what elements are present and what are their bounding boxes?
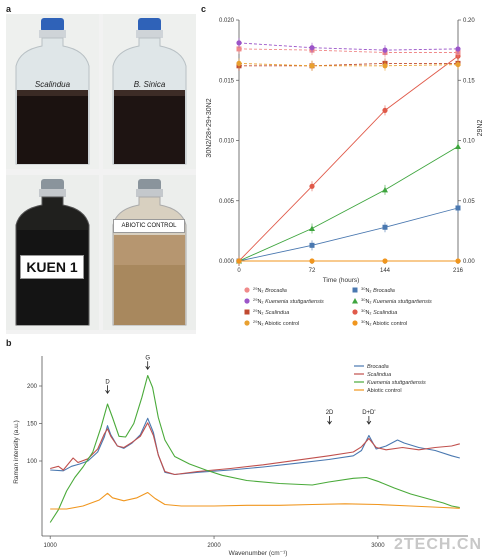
vial-label-scalindua: Scalindua xyxy=(34,80,71,89)
chart-b-y-tick-label: 200 xyxy=(27,384,38,390)
chart-c-data-point xyxy=(309,45,315,51)
chart-c-data-point xyxy=(455,205,461,211)
chart-c-right-tick-label: 0.10 xyxy=(463,139,475,145)
chart-b-annotation-label: 2D xyxy=(326,410,334,416)
chart-b-annotation-arrow xyxy=(145,361,151,370)
chart-b-legend-entry: Kuenenia stuttgartiensis xyxy=(367,380,426,386)
chart-c-legend-entry: 29N₂ Brocadia xyxy=(253,286,287,294)
chart-c-legend-entry: 30N₂ Kuenenia stuttgartiensis xyxy=(361,297,432,305)
chart-c-series-line xyxy=(238,62,459,67)
chart-c-legend-marker xyxy=(352,309,358,315)
chart-c-series-line xyxy=(238,48,458,53)
chart-c-data-point xyxy=(236,60,242,66)
chart-c-legend-entry: 29N₂ Kuenenia stuttgartiensis xyxy=(253,297,324,305)
chart-b-annotation-label: G xyxy=(145,355,150,361)
chart-c-legend-marker xyxy=(352,287,358,293)
chart-b-annotation-label: D xyxy=(105,379,110,385)
chart-c-legend-marker xyxy=(352,298,358,304)
chart-c-legend-entry: 30N₂ Abiotic control xyxy=(361,319,407,327)
photo-vial-2: B. Sinica xyxy=(103,14,196,169)
chart-b-x-axis-label: Wavenumber (cm⁻¹) xyxy=(229,550,288,557)
chart-c-series-line xyxy=(238,55,459,262)
chart-b-series-line xyxy=(50,422,460,476)
photo-vial-3: KUEN 1 xyxy=(6,175,99,330)
chart-b-annotation-arrow xyxy=(327,416,332,425)
chart-c-legend-entry: 30N₂ Scalindua xyxy=(361,308,397,316)
chart-raman-spectra: Raman intensity (a.u.) Wavenumber (cm⁻¹)… xyxy=(13,355,468,557)
chart-c-legend-entry: 29N₂ Abiotic control xyxy=(253,319,299,327)
watermark: 2TECH.CN xyxy=(393,536,482,553)
chart-c-data-point xyxy=(309,258,315,264)
chart-c-data-point xyxy=(455,46,461,52)
chart-b-y-axis-label: Raman intensity (a.u.) xyxy=(13,420,20,484)
panel-label-b: b xyxy=(6,338,12,348)
chart-c-legend-marker xyxy=(244,309,250,315)
chart-c-data-point xyxy=(309,242,315,248)
chart-b-y-tick-label: 100 xyxy=(27,459,38,465)
chart-n2-isotopes: 30N2/28+29+30N2 29N2 Time (hours) 0.0000… xyxy=(206,18,484,327)
chart-c-x-tick-label: 216 xyxy=(453,268,464,274)
chart-c-series-line xyxy=(238,207,459,262)
chart-c-data-point xyxy=(382,258,388,264)
chart-c-legend-marker xyxy=(352,320,358,326)
chart-c-right-tick-label: 0.05 xyxy=(463,199,475,205)
chart-c-data-point xyxy=(382,224,388,230)
chart-c-data-point xyxy=(382,186,388,193)
chart-c-legend-entry: 30N₂ Brocadia xyxy=(361,286,395,294)
chart-c-left-axis-label: 30N2/28+29+30N2 xyxy=(206,98,213,157)
chart-c-right-axis-label: 29N2 xyxy=(477,120,484,137)
chart-c-left-tick-label: 0.010 xyxy=(219,139,235,145)
chart-b-x-tick-label: 2000 xyxy=(207,543,221,549)
chart-b-x-tick-label: 3000 xyxy=(371,543,385,549)
panel-label-a: a xyxy=(6,4,12,14)
chart-b-series-line xyxy=(49,374,460,523)
chart-c-x-tick-label: 72 xyxy=(309,268,316,274)
chart-c-left-tick-label: 0.020 xyxy=(219,18,235,24)
chart-c-data-point xyxy=(455,143,461,150)
chart-c-right-tick-label: 0.15 xyxy=(463,78,475,84)
chart-c-legend-marker xyxy=(244,320,250,326)
chart-b-x-tick-label: 1000 xyxy=(44,543,58,549)
chart-c-data-point xyxy=(455,61,461,68)
chart-b-annotation-arrow xyxy=(366,416,372,425)
chart-b-legend-entry: Brocadia xyxy=(367,364,389,370)
panel-label-c: c xyxy=(201,4,207,14)
chart-c-left-tick-label: 0.005 xyxy=(219,199,235,205)
chart-c-data-point xyxy=(455,258,461,264)
chart-c-data-point xyxy=(382,63,388,69)
chart-c-series-line xyxy=(239,62,458,67)
vial-photographs: Scalindua B. Sinica KUEN 1 xyxy=(6,14,196,334)
chart-c-legend-marker xyxy=(244,287,250,293)
photo-vial-1: Scalindua xyxy=(6,14,99,169)
chart-b-annotation-arrow xyxy=(105,385,110,394)
chart-c-data-point xyxy=(382,107,388,113)
chart-c-x-axis-label: Time (hours) xyxy=(323,277,360,284)
chart-c-x-tick-label: 0 xyxy=(237,268,241,274)
chart-c-legend-entry: 29N₂ Scalindua xyxy=(253,308,289,316)
chart-c-data-point xyxy=(309,225,315,231)
chart-c-data-point xyxy=(236,46,242,52)
vial-card-abiotic-control: ABIOTIC CONTROL xyxy=(113,219,185,233)
chart-c-right-tick-label: 0.00 xyxy=(463,259,475,265)
photo-vial-4: ABIOTIC CONTROL xyxy=(103,175,196,330)
chart-b-series-line xyxy=(50,491,460,510)
chart-c-series-line xyxy=(238,146,459,262)
chart-c-right-tick-label: 0.20 xyxy=(463,18,475,24)
chart-c-data-point xyxy=(309,183,315,189)
chart-b-legend-entry: Abiotic control xyxy=(367,388,402,394)
chart-c-data-point xyxy=(236,40,242,46)
chart-c-series-line xyxy=(238,42,459,51)
chart-c-data-point xyxy=(309,63,315,69)
chart-c-data-point xyxy=(236,258,242,264)
chart-b-annotation-label: D+D' xyxy=(362,410,375,416)
chart-b-y-tick-label: 150 xyxy=(27,422,38,428)
chart-c-legend-marker xyxy=(244,298,250,304)
chart-c-left-tick-label: 0.000 xyxy=(219,259,235,265)
chart-c-x-tick-label: 144 xyxy=(380,268,391,274)
chart-c-data-point xyxy=(382,47,388,53)
vial-label-b-sinica: B. Sinica xyxy=(133,80,166,89)
chart-b-legend-entry: Scalindua xyxy=(367,372,391,378)
chart-c-left-tick-label: 0.015 xyxy=(219,78,235,84)
vial-card-kuen-1: KUEN 1 xyxy=(20,255,84,279)
